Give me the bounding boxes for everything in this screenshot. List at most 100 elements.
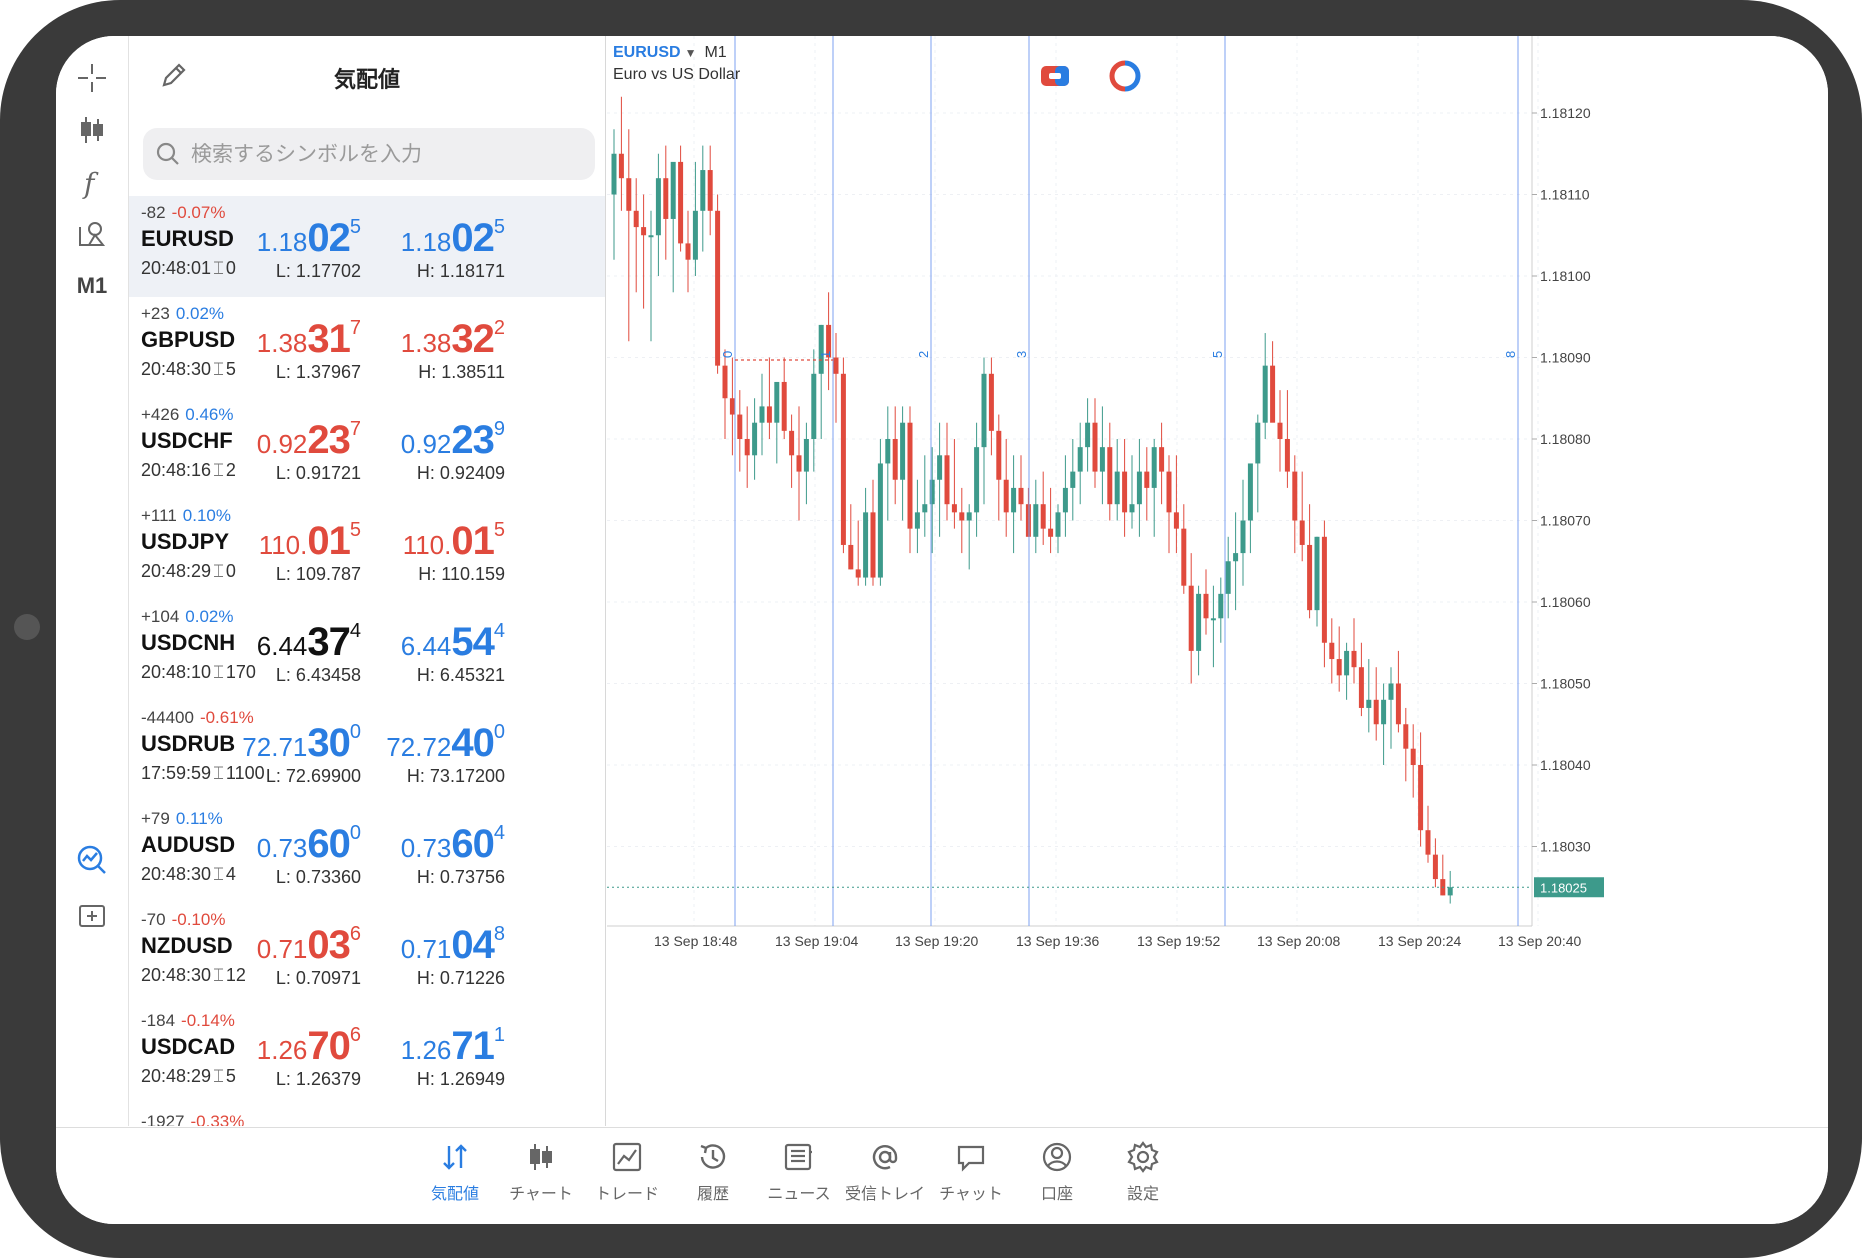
account-icon (1009, 1140, 1105, 1174)
bid-price[interactable]: 1.38317 (221, 317, 361, 362)
candle-body (1270, 365, 1276, 423)
candle-body (1040, 504, 1046, 529)
quote-row-audusd[interactable]: +79 0.11% AUDUSD 20:48:30 ⌶ 4 0.73600 0.73604 L:… (129, 802, 605, 903)
quote-row-usdcad[interactable]: -184 -0.14% USDCAD 20:48:29 ⌶ 5 1.26706 1.26711… (129, 1004, 605, 1105)
time-axis-label: 13 Sep 20:40 (1498, 933, 1582, 949)
candle-body (1425, 830, 1431, 855)
ask-price[interactable]: 1.38322 (365, 317, 505, 362)
bid-price-pips: 31 (307, 317, 350, 361)
ask-price[interactable]: 1.26711 (365, 1024, 505, 1069)
tab-quotes[interactable]: 気配値 (407, 1140, 503, 1204)
change-percent: -0.10% (171, 910, 226, 929)
tab-account[interactable]: 口座 (1009, 1140, 1105, 1204)
tab-news[interactable]: ニュース (751, 1140, 847, 1204)
ask-price[interactable]: 110.015 (365, 519, 505, 564)
fib-zone-label: 2 (916, 351, 931, 358)
quote-change: -82 -0.07% (141, 203, 225, 223)
ask-price[interactable]: 0.71048 (365, 923, 505, 968)
candlestick-chart[interactable]: 0 1 2 3 5 8 1.18025 1.18120 1.18110 1.18100 1.1809… (607, 36, 1828, 1126)
tab-chat[interactable]: チャット (923, 1140, 1019, 1204)
timeframe-button[interactable]: M1 (76, 273, 108, 298)
tab-settings[interactable]: 設定 (1095, 1140, 1191, 1204)
candle-body (766, 406, 772, 423)
candle-body (1003, 479, 1009, 513)
candlestick-icon[interactable] (56, 106, 128, 154)
objects-icon[interactable] (56, 210, 128, 258)
trade-chart-icon[interactable] (56, 836, 128, 884)
bid-price[interactable]: 0.73600 (221, 822, 361, 867)
market-depth-icon[interactable] (1107, 58, 1143, 94)
tab-trade[interactable]: トレード (579, 1140, 675, 1204)
candle-body (663, 178, 669, 219)
search-input[interactable] (189, 141, 573, 167)
change-points: -184 (141, 1011, 176, 1030)
fib-zone-label: 5 (1210, 351, 1225, 358)
bid-price[interactable]: 1.18025 (221, 216, 361, 261)
time-value: 20:48:29 (141, 561, 212, 581)
quote-row-eurusd[interactable]: -82 -0.07% EURUSD 20:48:01 ⌶ 0 1.18025 1.18025 L… (129, 196, 605, 297)
candle-body (1292, 471, 1298, 521)
quote-row-usdcnh[interactable]: +104 0.02% USDCNH 20:48:10 ⌶ 170 6.44374 6.4454… (129, 600, 605, 701)
tab-history[interactable]: 履歴 (665, 1140, 761, 1204)
ask-price-fraction: 5 (493, 519, 505, 541)
one-click-trading-icon[interactable] (1037, 58, 1073, 94)
ask-price-pips: 54 (451, 620, 494, 664)
candle-body (1129, 504, 1135, 513)
bid-price[interactable]: 110.015 (221, 519, 361, 564)
candle-body (1077, 447, 1083, 472)
tab-chart[interactable]: チャート (493, 1140, 589, 1204)
chart-symbol[interactable]: EURUSD (613, 44, 681, 61)
bid-price[interactable]: 6.44374 (221, 620, 361, 665)
ask-price[interactable]: 6.44544 (365, 620, 505, 665)
tab-mail[interactable]: 受信トレイ (837, 1140, 933, 1204)
time-axis-label: 13 Sep 19:52 (1137, 933, 1221, 949)
edit-pencil-icon[interactable] (157, 58, 191, 92)
quote-row-partial[interactable]: -1927 -0.33% (129, 1105, 605, 1126)
candle-body (1181, 528, 1187, 586)
ask-price[interactable]: 1.18025 (365, 216, 505, 261)
time-value: 20:48:30 (141, 864, 212, 884)
candle-body (1277, 422, 1283, 439)
chart-symbol-header[interactable]: EURUSD ▼ M1 (613, 44, 727, 62)
home-button[interactable] (14, 614, 40, 640)
high-price: H: 0.73756 (416, 867, 505, 887)
candle-body (729, 398, 735, 415)
time-axis-label: 13 Sep 20:24 (1378, 933, 1462, 949)
quote-row-gbpusd[interactable]: +23 0.02% GBPUSD 20:48:30 ⌶ 5 1.38317 1.38322 L:… (129, 297, 605, 398)
bid-price-pips: 37 (307, 620, 350, 664)
ask-price[interactable]: 0.73604 (365, 822, 505, 867)
symbol-search[interactable] (143, 128, 595, 180)
price-chart[interactable]: 0 1 2 3 5 8 1.18025 1.18120 1.18110 1.18100 1.1809… (607, 36, 1828, 1126)
add-window-icon[interactable] (56, 892, 128, 940)
fib-zone-label: 3 (1014, 351, 1029, 358)
bid-price-fraction: 0 (349, 721, 361, 743)
quote-row-usdjpy[interactable]: +111 0.10% USDJPY 20:48:29 ⌶ 0 110.015 110.015 L… (129, 499, 605, 600)
bid-price[interactable]: 1.26706 (221, 1024, 361, 1069)
crosshair-icon[interactable] (56, 54, 128, 102)
price-axis-label: 1.18080 (1540, 431, 1591, 447)
tab-label: 気配値 (430, 1184, 479, 1203)
quote-row-usdchf[interactable]: +426 0.46% USDCHF 20:48:16 ⌶ 2 0.92237 0.92239 L… (129, 398, 605, 499)
quote-change: -70 -0.10% (141, 910, 225, 930)
quote-row-nzdusd[interactable]: -70 -0.10% NZDUSD 20:48:30 ⌶ 12 0.71036 0.71048… (129, 903, 605, 1004)
spread-icon: ⌶ (213, 763, 224, 783)
bid-price[interactable]: 72.71300 (221, 721, 361, 766)
change-percent: 0.46% (185, 405, 234, 424)
spread-icon: ⌶ (213, 662, 224, 682)
ask-price[interactable]: 72.72400 (365, 721, 505, 766)
ask-price-prefix: 110. (402, 530, 452, 560)
candle-body (937, 455, 943, 480)
chart-timeframe[interactable]: M1 (704, 44, 727, 61)
bid-price-prefix: 1.18 (256, 227, 308, 257)
quote-row-usdrub[interactable]: -44400 -0.61% USDRUB 17:59:59 ⌶ 1100 72.71300 7… (129, 701, 605, 802)
candle-body (1225, 561, 1231, 594)
history-icon (665, 1140, 761, 1174)
change-percent: 0.02% (185, 607, 234, 626)
ask-price[interactable]: 0.92239 (365, 418, 505, 463)
indicators-icon[interactable]: f (56, 158, 128, 206)
bid-price[interactable]: 0.71036 (221, 923, 361, 968)
candle-body (996, 430, 1002, 480)
bid-price[interactable]: 0.92237 (221, 418, 361, 463)
change-points: +111 (141, 506, 177, 525)
ask-price-pips: 01 (451, 519, 494, 563)
